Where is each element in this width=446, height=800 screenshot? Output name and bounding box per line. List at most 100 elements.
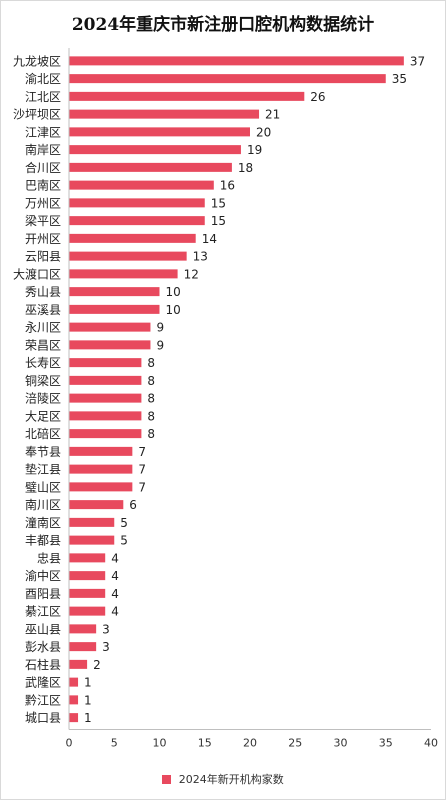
data-label: 2 (93, 658, 101, 672)
x-tick-label: 0 (66, 737, 73, 750)
data-label: 18 (238, 161, 253, 175)
data-label: 7 (138, 445, 146, 459)
category-label: 铜梁区 (25, 373, 61, 388)
data-label: 10 (166, 285, 181, 299)
bar (69, 304, 160, 314)
category-label: 开州区 (25, 232, 61, 246)
legend-swatch (162, 774, 172, 784)
bar (69, 233, 196, 243)
bar (69, 588, 106, 598)
bar (69, 571, 106, 581)
bar (69, 464, 133, 474)
bar (69, 393, 142, 403)
x-tick-label: 15 (198, 737, 212, 750)
category-label: 璧山区 (25, 479, 61, 494)
data-label: 7 (138, 480, 146, 494)
x-tick-label: 5 (111, 737, 118, 750)
bar (69, 269, 178, 279)
category-label: 忠县 (37, 551, 61, 565)
data-label: 4 (111, 605, 119, 619)
category-label: 彭水县 (25, 640, 61, 654)
data-label: 4 (111, 569, 119, 583)
category-label: 长寿区 (25, 356, 61, 370)
bar (69, 429, 142, 439)
data-label: 5 (120, 516, 128, 530)
data-label: 1 (84, 693, 92, 707)
legend: 2024年新开机构家数 (0, 771, 446, 787)
bar (69, 216, 205, 226)
category-label: 城口县 (25, 711, 61, 725)
category-label: 垫江县 (25, 462, 61, 477)
data-label: 1 (84, 676, 92, 690)
data-label: 37 (410, 54, 425, 68)
category-label: 合川区 (25, 160, 61, 175)
data-label: 8 (147, 427, 155, 441)
data-label: 3 (102, 622, 110, 636)
data-label: 1 (84, 711, 92, 725)
data-label: 19 (247, 143, 262, 157)
category-label: 江北区 (25, 90, 61, 104)
bar (69, 375, 142, 385)
bar (69, 500, 124, 510)
category-label: 綦江区 (25, 605, 61, 619)
category-label: 丰都县 (25, 534, 61, 548)
category-label: 奉节县 (25, 445, 61, 459)
x-tick-label: 35 (379, 737, 393, 750)
bar (69, 109, 260, 119)
bar (69, 659, 88, 669)
data-label: 16 (220, 179, 235, 193)
data-label: 26 (310, 90, 325, 104)
category-label: 南川区 (25, 497, 61, 512)
category-label: 秀山县 (25, 285, 61, 299)
bar (69, 145, 241, 155)
category-label: 巫溪县 (25, 303, 61, 317)
category-label: 大足区 (25, 409, 61, 423)
data-label: 10 (166, 303, 181, 317)
data-label: 21 (265, 108, 280, 122)
bar (69, 322, 151, 332)
category-label: 巫山县 (25, 622, 61, 636)
bar (69, 91, 305, 101)
category-label: 渝北区 (25, 71, 61, 86)
category-label: 渝中区 (25, 568, 61, 583)
category-label: 云阳县 (25, 250, 61, 264)
bar (69, 553, 106, 563)
bar (69, 127, 250, 137)
data-label: 20 (256, 125, 271, 139)
category-label: 潼南区 (25, 515, 61, 530)
data-label: 8 (147, 392, 155, 406)
category-label: 梁平区 (25, 213, 61, 228)
x-tick-label: 20 (243, 737, 257, 750)
category-label: 黔江区 (25, 692, 61, 707)
data-label: 6 (129, 498, 137, 512)
data-label: 13 (193, 250, 208, 264)
bar (69, 198, 205, 208)
bar (69, 180, 214, 190)
data-label: 15 (211, 196, 226, 210)
bar (69, 74, 386, 84)
x-tick-label: 10 (153, 737, 167, 750)
category-label: 江津区 (25, 125, 61, 139)
x-tick-label: 30 (334, 737, 348, 750)
data-label: 3 (102, 640, 110, 654)
bar (69, 642, 97, 652)
category-label: 九龙坡区 (13, 54, 61, 68)
category-label: 北碚区 (25, 426, 61, 441)
bar (69, 535, 115, 545)
bar (69, 162, 232, 172)
data-label: 9 (156, 338, 164, 352)
bar (69, 287, 160, 297)
x-tick-label: 40 (424, 737, 438, 750)
bar (69, 624, 97, 634)
category-label: 沙坪坝区 (13, 108, 61, 122)
data-label: 14 (202, 232, 217, 246)
bar (69, 606, 106, 616)
bar (69, 411, 142, 421)
legend-label: 2024年新开机构家数 (178, 773, 284, 786)
data-label: 15 (211, 214, 226, 228)
bar (69, 56, 404, 66)
data-label: 8 (147, 409, 155, 423)
bar (69, 358, 142, 368)
data-label: 4 (111, 551, 119, 565)
bar (69, 251, 187, 261)
